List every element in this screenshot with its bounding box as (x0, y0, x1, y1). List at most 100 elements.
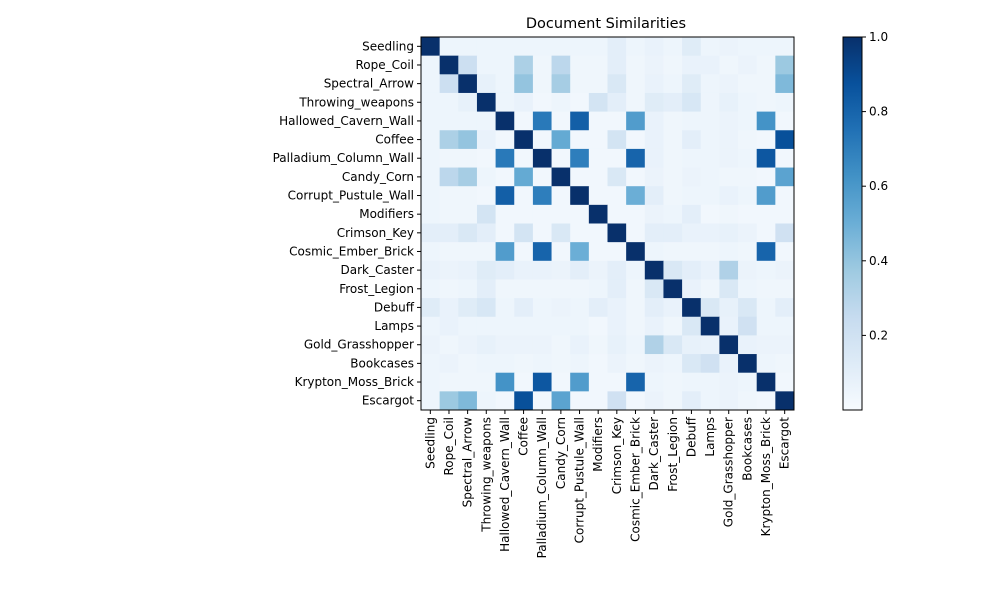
heatmap-cell (421, 335, 441, 355)
heatmap-cell (756, 111, 776, 131)
heatmap-cell (532, 130, 552, 150)
heatmap-cell (551, 260, 571, 280)
heatmap-cell (439, 242, 459, 262)
y-tick-label: Debuff (374, 300, 415, 314)
heatmap-cell (588, 242, 608, 262)
heatmap-cell (607, 130, 627, 150)
heatmap-cell (532, 354, 552, 374)
heatmap-cell (644, 242, 664, 262)
heatmap-cell (719, 167, 739, 187)
heatmap-cell (476, 316, 496, 336)
heatmap-cell (532, 111, 552, 131)
y-tick-label: Bookcases (350, 356, 414, 370)
heatmap-cell (514, 55, 534, 75)
heatmap-cell (421, 186, 441, 206)
heatmap-cell (570, 279, 590, 299)
heatmap-cell (551, 298, 571, 318)
heatmap-cell (607, 186, 627, 206)
heatmap-cell (458, 167, 478, 187)
heatmap-cell (607, 335, 627, 355)
x-tick-label: Modifiers (591, 417, 605, 472)
heatmap-cell (421, 354, 441, 374)
heatmap-cell (682, 391, 702, 411)
heatmap-cell (607, 204, 627, 224)
heatmap-cell (775, 37, 795, 57)
heatmap-cell (514, 242, 534, 262)
heatmap-cell (570, 391, 590, 411)
heatmap-cell (570, 260, 590, 280)
heatmap-cell (644, 55, 664, 75)
heatmap-cell (719, 204, 739, 224)
heatmap-cell (663, 335, 683, 355)
heatmap-cell (626, 391, 646, 411)
heatmap-cell (719, 279, 739, 299)
heatmap-cell (663, 37, 683, 57)
heatmap-cell (476, 74, 496, 94)
y-tick-label: Seedling (362, 39, 414, 53)
heatmap-cell (719, 74, 739, 94)
heatmap-cell (626, 298, 646, 318)
heatmap-cell (458, 74, 478, 94)
heatmap-cell (588, 186, 608, 206)
heatmap-cell (570, 372, 590, 392)
heatmap-cell (700, 260, 720, 280)
heatmap-cell (588, 391, 608, 411)
heatmap-cell (644, 372, 664, 392)
heatmap-cell (644, 204, 664, 224)
heatmap-cell (495, 279, 515, 299)
heatmap-cell (644, 279, 664, 299)
x-tick-label: Coffee (517, 417, 531, 456)
heatmap-cell (756, 316, 776, 336)
heatmap-cell (551, 186, 571, 206)
heatmap-cell (626, 354, 646, 374)
heatmap-cell (439, 372, 459, 392)
heatmap-cell (421, 167, 441, 187)
heatmap-cell (476, 391, 496, 411)
heatmap-cell (421, 242, 441, 262)
heatmap-cell (626, 223, 646, 243)
heatmap-cell (700, 335, 720, 355)
heatmap-cell (775, 186, 795, 206)
heatmap-cell (682, 92, 702, 112)
heatmap-cell (738, 130, 758, 150)
heatmap-cell (439, 186, 459, 206)
heatmap-cell (700, 354, 720, 374)
heatmap-cell (626, 372, 646, 392)
heatmap-cell (700, 148, 720, 168)
heatmap-cell (439, 260, 459, 280)
heatmap-cell (775, 92, 795, 112)
x-tick-label: Gold_Grasshopper (722, 417, 736, 527)
x-tick-label: Throwing_weapons (479, 417, 493, 533)
x-axis: Seedling Rope_Coil Spectral_Arrow Throwing_… (423, 410, 792, 558)
heatmap-cell (514, 260, 534, 280)
x-tick-label: Lamps (703, 417, 717, 457)
heatmap-cell (644, 37, 664, 57)
heatmap-cell (532, 372, 552, 392)
heatmap-cell (476, 37, 496, 57)
heatmap-cell (570, 74, 590, 94)
x-tick-label: Hallowed_Cavern_Wall (498, 417, 512, 552)
heatmap-cell (663, 242, 683, 262)
heatmap-cell (607, 354, 627, 374)
heatmap-cell (663, 316, 683, 336)
heatmap-cell (458, 298, 478, 318)
heatmap-cell (476, 372, 496, 392)
heatmap-cell (532, 298, 552, 318)
heatmap-cell (495, 37, 515, 57)
heatmap-cell (532, 204, 552, 224)
heatmap-cell (570, 354, 590, 374)
heatmap-cell (458, 279, 478, 299)
heatmap-cell (682, 186, 702, 206)
heatmap-cell (532, 223, 552, 243)
heatmap-cell (495, 354, 515, 374)
heatmap-cell (532, 148, 552, 168)
heatmap-cell (719, 391, 739, 411)
heatmap-cell (738, 55, 758, 75)
heatmap-cell (421, 74, 441, 94)
heatmap-cell (607, 74, 627, 94)
heatmap-cell (644, 335, 664, 355)
heatmap-cell (495, 167, 515, 187)
heatmap-cell (588, 335, 608, 355)
heatmap-cell (719, 186, 739, 206)
heatmap-cell (458, 354, 478, 374)
